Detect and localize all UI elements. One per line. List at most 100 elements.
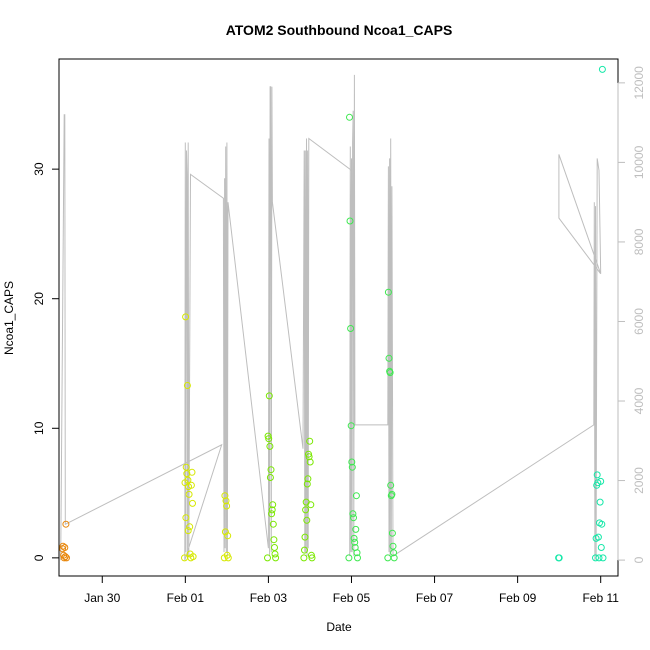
data-point: [223, 502, 231, 510]
data-point: [306, 458, 314, 466]
data-point: [597, 477, 605, 485]
data-point: [222, 497, 230, 505]
data-point: [384, 554, 392, 562]
data-point: [390, 554, 398, 562]
data-point: [224, 532, 232, 540]
data-point: [598, 65, 606, 73]
data-point: [267, 466, 275, 474]
data-point: [346, 217, 354, 225]
data-point: [349, 510, 357, 518]
data-point: [350, 514, 357, 522]
data-point: [307, 501, 315, 509]
data-point: [183, 382, 191, 389]
data-point: [592, 554, 599, 562]
data-point: [224, 554, 232, 562]
data-point: [303, 516, 311, 524]
data-point: [62, 520, 70, 528]
x-axis-label: Date: [326, 620, 352, 634]
data-point: [221, 528, 229, 536]
data-point: [307, 551, 315, 559]
data-point: [266, 442, 274, 450]
x-tick-label: Feb 07: [416, 591, 454, 605]
data-point: [271, 544, 278, 551]
data-point: [308, 554, 316, 562]
data-point: [301, 546, 308, 554]
data-point: [302, 506, 310, 514]
data-point: [266, 474, 274, 481]
data-point: [182, 313, 190, 321]
y-tick-label: 30: [32, 162, 46, 176]
data-point: [389, 542, 397, 550]
data-point: [61, 553, 69, 561]
data-point: [555, 554, 563, 562]
data-point: [350, 534, 358, 542]
data-point: [304, 475, 312, 483]
data-point: [269, 501, 277, 509]
data-point: [353, 549, 361, 557]
data-point: [268, 510, 276, 518]
data-point: [221, 492, 229, 500]
y-tick-label: 10: [32, 421, 46, 435]
data-point: [300, 554, 308, 562]
y2-tick-label: 8000: [632, 228, 646, 255]
data-point: [352, 525, 360, 533]
data-point: [63, 554, 70, 562]
secondary-series-line: [60, 74, 602, 561]
y2-tick-label: 10000: [632, 145, 646, 179]
y2-tick-label: 0: [632, 556, 646, 563]
x-tick-label: Feb 11: [582, 591, 619, 605]
y2-tick-label: 4000: [632, 387, 646, 414]
data-point: [186, 523, 194, 531]
y2-tick-label: 2000: [632, 467, 646, 494]
data-point: [182, 514, 190, 522]
data-point: [595, 554, 603, 562]
data-point: [305, 453, 313, 461]
data-point: [271, 550, 279, 558]
data-point: [388, 490, 396, 498]
data-point: [185, 490, 193, 498]
points-layer: [59, 65, 607, 562]
data-point: [264, 432, 272, 440]
data-point: [388, 529, 396, 537]
data-point: [594, 533, 602, 541]
x-tick-label: Feb 05: [333, 591, 371, 605]
data-point: [384, 288, 392, 296]
data-point: [184, 527, 192, 535]
data-point: [598, 520, 606, 528]
y-tick-label: 0: [32, 554, 46, 561]
data-point: [347, 325, 355, 332]
data-point: [352, 492, 360, 500]
plot-frame: [58, 58, 619, 577]
data-point: [301, 533, 309, 541]
data-point: [189, 553, 197, 561]
data-point: [189, 499, 196, 507]
data-point: [272, 554, 280, 562]
data-point: [306, 437, 314, 445]
data-point: [265, 392, 273, 400]
x-tick-label: Jan 30: [84, 591, 120, 605]
data-point: [354, 554, 361, 562]
data-point: [345, 554, 353, 562]
data-point: [387, 481, 395, 489]
x-tick-label: Feb 09: [499, 591, 537, 605]
data-point: [187, 481, 195, 489]
data-point: [347, 422, 355, 430]
data-point: [188, 468, 196, 476]
data-point: [59, 542, 67, 550]
data-point: [599, 554, 607, 562]
y2-tick-label: 12000: [632, 66, 646, 100]
y-axis-left: 0 10 20 30: [32, 162, 60, 561]
y-axis-label: Ncoa1_CAPS: [2, 281, 16, 355]
data-point: [593, 471, 601, 479]
data-point: [351, 538, 359, 546]
data-point: [390, 549, 398, 557]
data-point: [386, 369, 394, 377]
data-point: [264, 554, 271, 562]
x-tick-label: Feb 01: [167, 591, 205, 605]
data-point: [184, 476, 192, 484]
data-point: [268, 506, 276, 514]
y-axis-right: 0 2000 4000 6000 8000 10000 12000: [617, 66, 646, 563]
y2-tick-label: 6000: [632, 308, 646, 335]
data-point: [348, 458, 356, 466]
x-tick-label: Feb 03: [250, 591, 288, 605]
